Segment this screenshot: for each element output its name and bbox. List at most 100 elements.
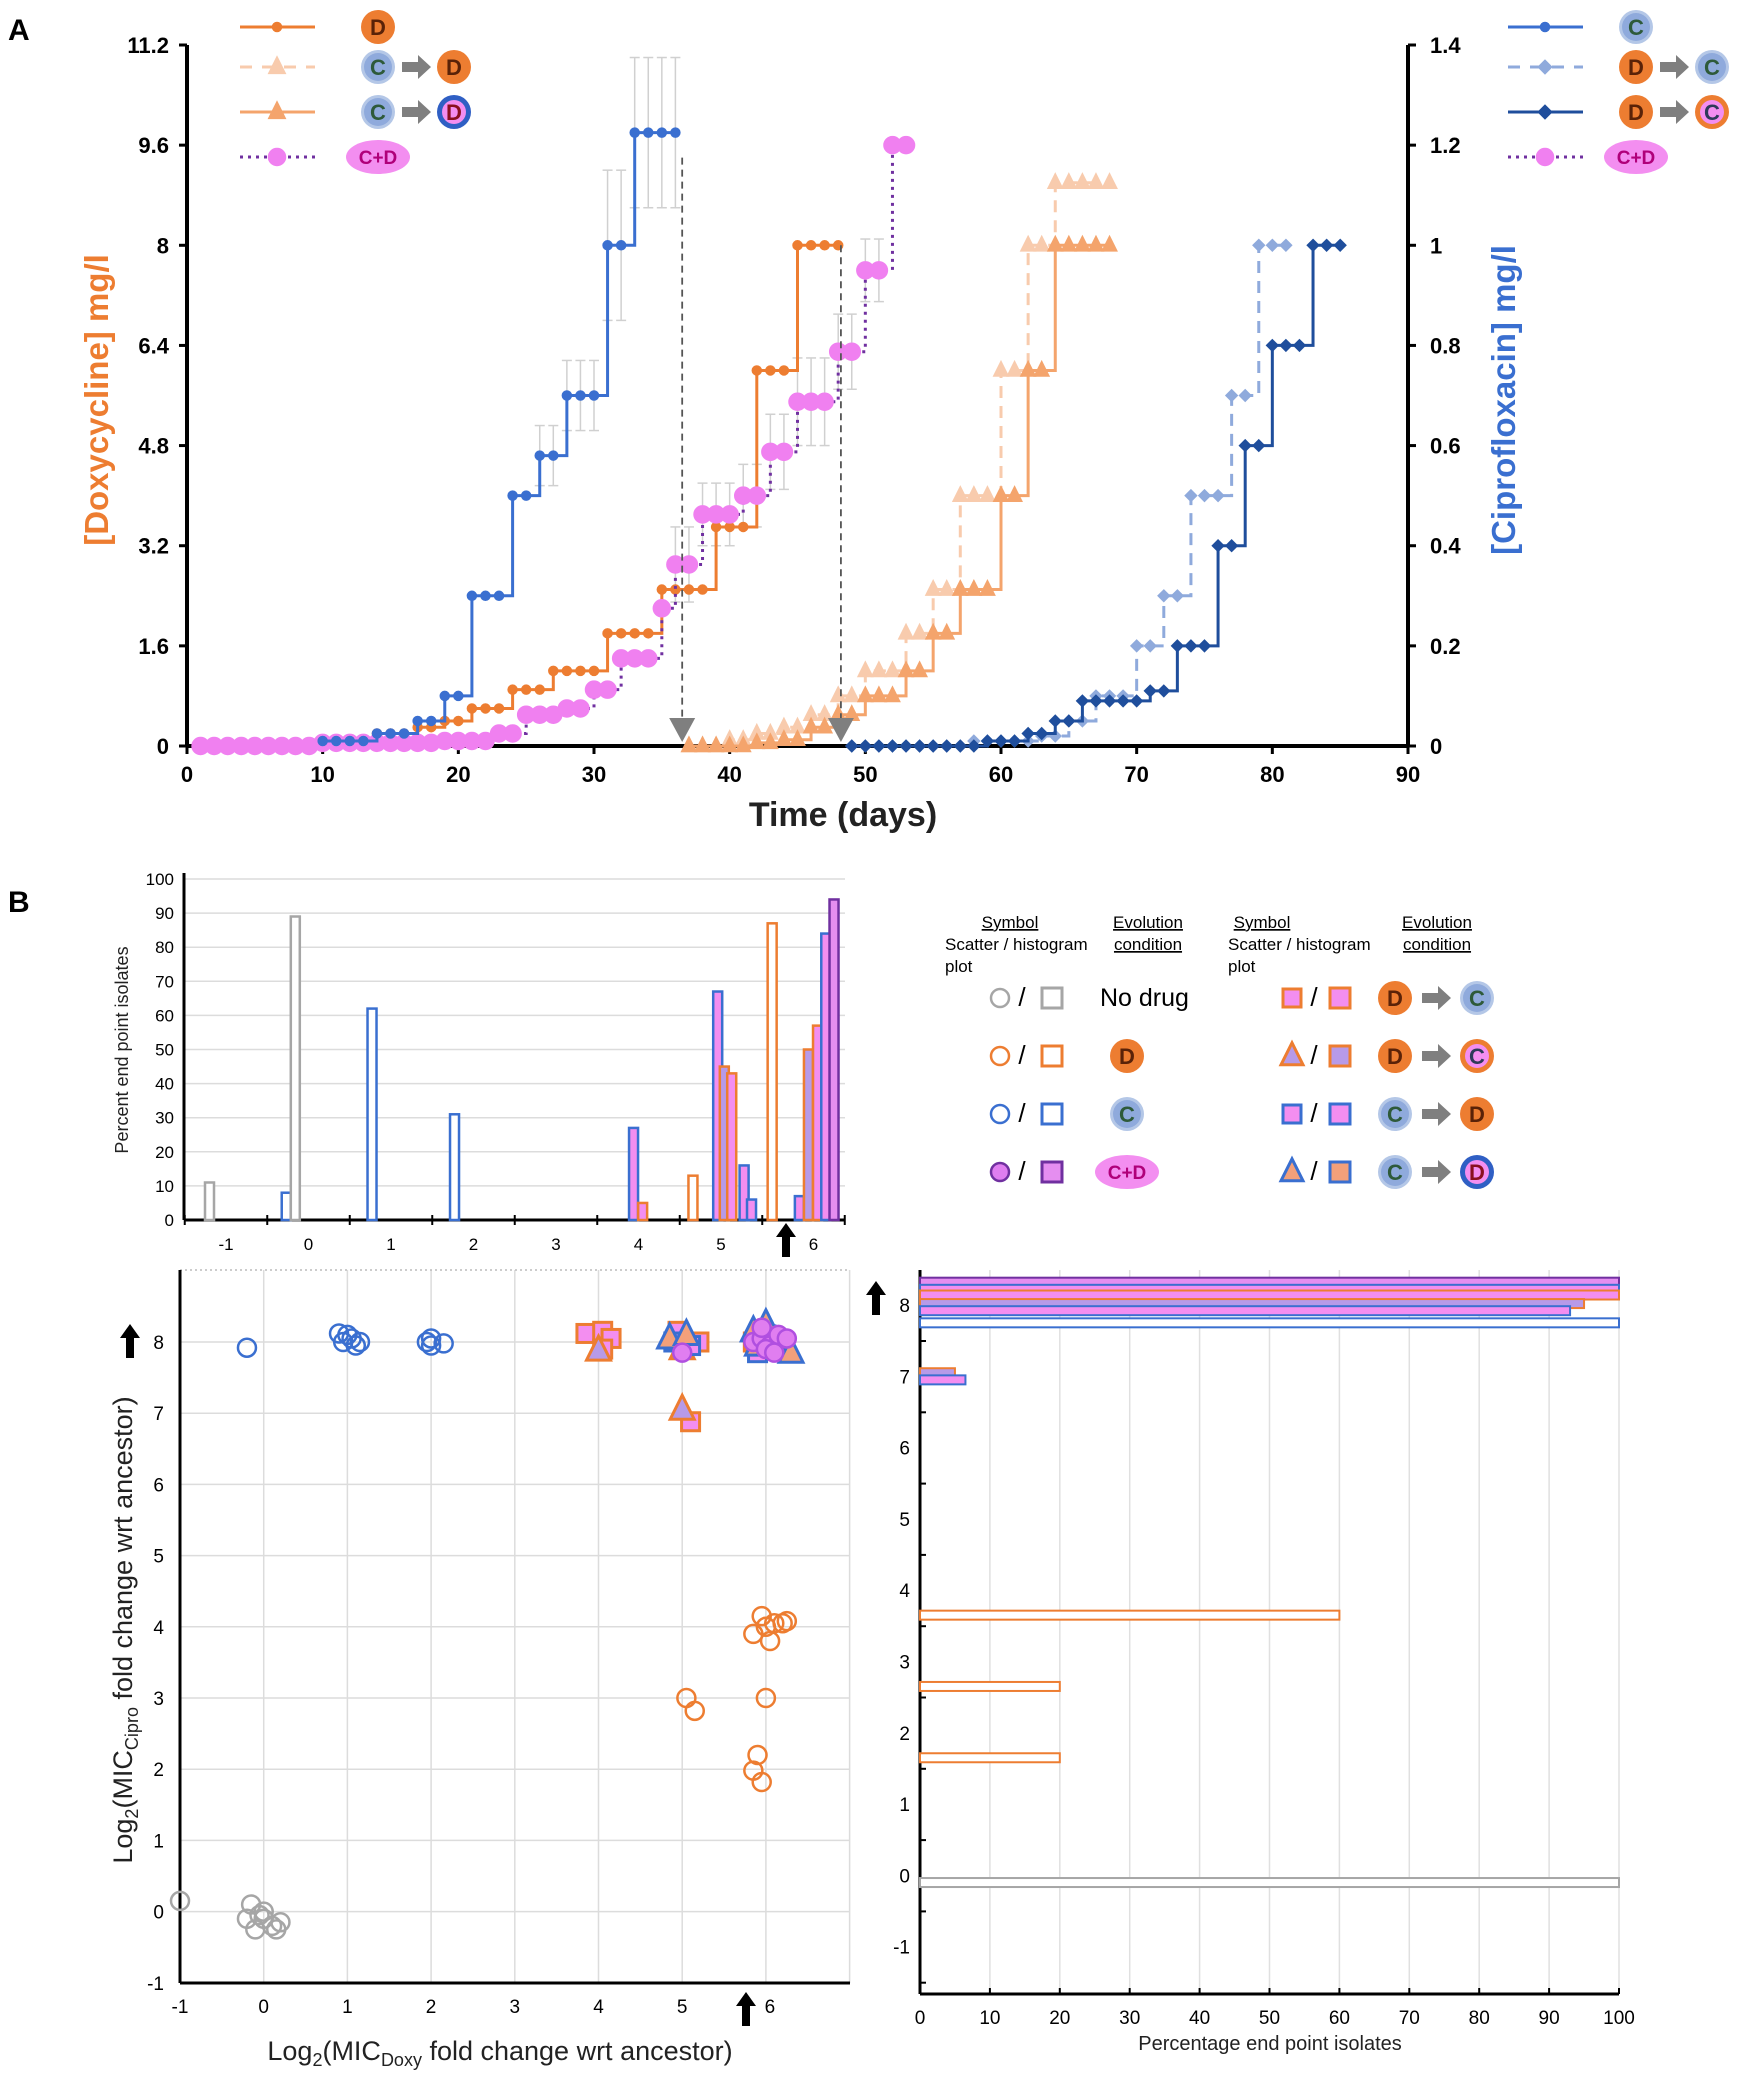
data-point-C_to_D <box>1019 234 1037 252</box>
data-point-D_to_Cring <box>1089 694 1103 708</box>
right-y-tick-label: 0.6 <box>1430 434 1461 459</box>
legend-slash: / <box>1018 1098 1026 1128</box>
x-tick-label: 5 <box>677 1997 688 2018</box>
scatter-x-threshold-arrow-icon <box>736 1992 756 2026</box>
data-point-C_to_Dring <box>1087 234 1105 252</box>
x-tick-label: 80 <box>1260 762 1284 787</box>
panel-label-a: A <box>8 14 30 47</box>
doxy-badge-inner <box>1381 984 1409 1012</box>
y-tick-label: 20 <box>155 1143 174 1162</box>
badge-letter: D <box>446 55 462 80</box>
data-point-C_to_D <box>924 578 942 596</box>
x-tick-label: 0 <box>181 762 193 787</box>
transfer-arrow-head-icon <box>669 718 696 742</box>
data-point-D_to_C <box>1170 589 1185 603</box>
data-point-C_to_Dring <box>748 732 766 750</box>
y-tick-label: 70 <box>155 972 174 991</box>
data-point-D_to_Cring <box>858 739 873 753</box>
badge-label: C+D <box>359 148 398 169</box>
data-point-D <box>643 628 654 639</box>
data-point-D_to_Cring <box>1252 438 1266 453</box>
data-point-C_to_Dring <box>856 685 874 703</box>
data-point-C <box>344 735 356 747</box>
data-point-C_to_D <box>843 685 861 703</box>
data-point-D_to_C <box>1157 589 1171 603</box>
badge-letter: C <box>1704 100 1720 125</box>
data-point-D <box>548 665 559 677</box>
data-point-D <box>778 365 790 376</box>
x-tick-label: -1 <box>218 1235 233 1254</box>
scatter-point-no-drug <box>266 1919 287 1940</box>
data-point-C <box>520 490 532 501</box>
y-tick-label: 7 <box>153 1404 164 1425</box>
data-point-C_to_Dring <box>1006 485 1023 502</box>
data-point-D_to_Cring <box>1265 338 1280 353</box>
x-tick-label: 40 <box>717 762 741 787</box>
legend-plot-header: plot <box>1228 957 1256 976</box>
badge-letter: C <box>1628 15 1644 40</box>
data-point-C <box>548 450 559 461</box>
data-point-C <box>412 715 423 727</box>
histogram-y-axis-title: Percent end point isolates <box>112 946 132 1153</box>
data-point-D <box>588 665 600 677</box>
data-point-D <box>629 628 640 639</box>
data-point-C_to_Dring <box>734 735 752 753</box>
data-point-D <box>765 365 776 376</box>
y-tick-label: 1 <box>899 1795 910 1816</box>
bar-doxy <box>687 1174 699 1222</box>
doxy-badge-inner <box>364 13 392 41</box>
panel-a-time-course-chart: 01.63.24.86.489.611.200.20.40.60.811.21.… <box>127 10 1729 787</box>
data-point-D_to_C <box>1252 238 1266 252</box>
data-point-C <box>534 450 545 461</box>
data-point-C_to_D <box>965 485 983 502</box>
data-point-D <box>819 240 830 251</box>
arrow-right-icon <box>1422 1044 1451 1068</box>
data-point-D_to_Cring <box>1116 694 1130 708</box>
data-point-C_to_Dring <box>924 622 942 640</box>
scatter-point-cipro-then-doxy-ring <box>776 1334 806 1364</box>
x-tick-label: 10 <box>310 762 334 787</box>
data-point-D_to_Cring <box>1129 694 1144 708</box>
data-point-C <box>466 590 478 602</box>
legend-marker <box>1537 104 1553 120</box>
data-point-C <box>629 127 640 138</box>
data-point-C <box>480 590 491 602</box>
left-y-tick-label: 4.8 <box>138 434 169 459</box>
data-point-D_to_Cring <box>1333 238 1347 252</box>
bar-doxy-then-cipro-ring <box>802 1048 815 1222</box>
right-y-tick-label: 1.2 <box>1430 133 1461 158</box>
data-point-D_to_Cring <box>1170 639 1185 653</box>
badge-letter: C <box>1469 986 1485 1011</box>
left-y-tick-label: 0 <box>157 734 169 759</box>
data-point-D_to_Cring <box>872 739 886 753</box>
legend-condition-header: condition <box>1114 935 1182 954</box>
series-C <box>317 127 681 747</box>
arrow-right-icon <box>1422 986 1451 1010</box>
data-point-C_plus_D <box>815 392 834 412</box>
data-point-C <box>602 240 613 251</box>
data-point-C_to_Dring <box>1033 359 1051 377</box>
data-point-D <box>575 665 586 677</box>
data-point-C_plus_D <box>571 699 590 718</box>
y-tick-label: -1 <box>147 1974 164 1995</box>
legend-scatter-symbol-cipro-then-doxy <box>1281 1103 1303 1125</box>
transfer-arrow-head-icon <box>827 718 854 742</box>
legend-histogram-symbol-cipro-plus-doxy <box>1040 1160 1064 1184</box>
bar-cipro-then-doxy <box>745 1198 758 1222</box>
data-point-D_to_Cring <box>1143 684 1157 698</box>
x-tick-label: 70 <box>1124 762 1148 787</box>
data-point-D <box>792 240 803 251</box>
panel-b-histogram: 0 10 20 30 40 50 60 70 80 90 100 -1 0 1 2 3 4 5 6 <box>146 870 846 1257</box>
badge-letter: C <box>1469 1044 1485 1069</box>
x-tick-label: 40 <box>1189 2008 1210 2029</box>
legend-scatter-symbol-doxy-then-cipro <box>1281 987 1303 1009</box>
left-y-tick-label: 6.4 <box>138 333 169 358</box>
y-tick-label: 8 <box>153 1333 164 1354</box>
data-point-D <box>751 365 763 376</box>
data-point-C <box>588 390 600 401</box>
arrow-right-icon <box>1422 1102 1451 1126</box>
doxy-badge-inner <box>1381 1042 1409 1070</box>
data-point-C_to_Dring <box>1073 234 1091 252</box>
doxy-ring-badge-inner <box>1465 1160 1489 1184</box>
data-point-C_plus_D <box>774 442 794 462</box>
